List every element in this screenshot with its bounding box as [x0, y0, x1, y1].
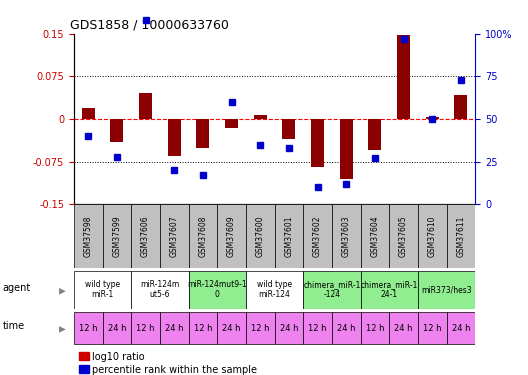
Text: GDS1858 / 10000633760: GDS1858 / 10000633760: [70, 18, 229, 31]
FancyBboxPatch shape: [361, 312, 389, 344]
Text: 24 h: 24 h: [280, 324, 298, 333]
FancyBboxPatch shape: [160, 312, 188, 344]
Bar: [369, 119, 381, 150]
FancyBboxPatch shape: [217, 204, 246, 268]
Text: chimera_miR-1
24-1: chimera_miR-1 24-1: [361, 280, 418, 299]
FancyBboxPatch shape: [74, 204, 102, 268]
Bar: [397, 35, 410, 119]
FancyBboxPatch shape: [188, 271, 246, 309]
Bar: [340, 119, 353, 179]
Bar: [225, 119, 238, 128]
Text: GSM37609: GSM37609: [227, 215, 236, 257]
Text: 12 h: 12 h: [194, 324, 212, 333]
Text: GSM37608: GSM37608: [199, 216, 208, 257]
FancyBboxPatch shape: [418, 271, 475, 309]
Bar: [196, 119, 209, 147]
Legend: log10 ratio, percentile rank within the sample: log10 ratio, percentile rank within the …: [79, 352, 257, 375]
Text: wild type
miR-1: wild type miR-1: [85, 280, 120, 299]
FancyBboxPatch shape: [275, 312, 303, 344]
Text: 12 h: 12 h: [423, 324, 441, 333]
Text: GSM37598: GSM37598: [84, 216, 93, 257]
Text: wild type
miR-124: wild type miR-124: [257, 280, 292, 299]
Text: GSM37602: GSM37602: [313, 216, 322, 257]
Text: chimera_miR-1
-124: chimera_miR-1 -124: [303, 280, 361, 299]
Text: GSM37599: GSM37599: [112, 215, 121, 257]
Bar: [139, 93, 152, 119]
FancyBboxPatch shape: [447, 312, 475, 344]
FancyBboxPatch shape: [447, 204, 475, 268]
FancyBboxPatch shape: [217, 312, 246, 344]
Text: 12 h: 12 h: [365, 324, 384, 333]
Bar: [110, 119, 124, 142]
FancyBboxPatch shape: [303, 204, 332, 268]
Text: miR373/hes3: miR373/hes3: [421, 285, 472, 294]
Text: GSM37610: GSM37610: [428, 216, 437, 257]
FancyBboxPatch shape: [246, 204, 275, 268]
FancyBboxPatch shape: [246, 312, 275, 344]
FancyBboxPatch shape: [131, 204, 160, 268]
Text: GSM37611: GSM37611: [456, 216, 465, 257]
FancyBboxPatch shape: [246, 271, 303, 309]
Bar: [311, 119, 324, 167]
Text: 24 h: 24 h: [108, 324, 126, 333]
FancyBboxPatch shape: [74, 312, 102, 344]
Text: GSM37607: GSM37607: [169, 215, 179, 257]
FancyBboxPatch shape: [131, 312, 160, 344]
FancyBboxPatch shape: [303, 271, 361, 309]
Text: 24 h: 24 h: [394, 324, 413, 333]
Text: 12 h: 12 h: [251, 324, 269, 333]
Text: GSM37604: GSM37604: [370, 215, 380, 257]
Bar: [82, 108, 95, 119]
Text: 24 h: 24 h: [337, 324, 355, 333]
FancyBboxPatch shape: [418, 312, 447, 344]
Bar: [455, 95, 467, 119]
Bar: [168, 119, 181, 156]
Text: GSM37606: GSM37606: [141, 215, 150, 257]
FancyBboxPatch shape: [74, 271, 131, 309]
FancyBboxPatch shape: [389, 312, 418, 344]
FancyBboxPatch shape: [102, 312, 131, 344]
Text: GSM37603: GSM37603: [342, 215, 351, 257]
FancyBboxPatch shape: [188, 204, 217, 268]
FancyBboxPatch shape: [131, 271, 188, 309]
Text: 12 h: 12 h: [79, 324, 98, 333]
Text: 24 h: 24 h: [451, 324, 470, 333]
Bar: [254, 114, 267, 119]
Text: agent: agent: [3, 283, 31, 293]
FancyBboxPatch shape: [275, 204, 303, 268]
Text: GSM37600: GSM37600: [256, 215, 265, 257]
Text: 24 h: 24 h: [165, 324, 184, 333]
Text: 24 h: 24 h: [222, 324, 241, 333]
Text: 12 h: 12 h: [136, 324, 155, 333]
Text: miR-124mut9-1
0: miR-124mut9-1 0: [187, 280, 247, 299]
FancyBboxPatch shape: [418, 204, 447, 268]
FancyBboxPatch shape: [102, 204, 131, 268]
FancyBboxPatch shape: [160, 204, 188, 268]
FancyBboxPatch shape: [332, 312, 361, 344]
Text: GSM37601: GSM37601: [285, 216, 294, 257]
Text: time: time: [3, 321, 25, 332]
Text: miR-124m
ut5-6: miR-124m ut5-6: [140, 280, 180, 299]
FancyBboxPatch shape: [188, 312, 217, 344]
FancyBboxPatch shape: [303, 312, 332, 344]
FancyBboxPatch shape: [361, 271, 418, 309]
Text: GSM37605: GSM37605: [399, 215, 408, 257]
Bar: [426, 117, 439, 119]
FancyBboxPatch shape: [389, 204, 418, 268]
Bar: [282, 119, 295, 139]
Text: 12 h: 12 h: [308, 324, 327, 333]
FancyBboxPatch shape: [361, 204, 389, 268]
FancyBboxPatch shape: [332, 204, 361, 268]
